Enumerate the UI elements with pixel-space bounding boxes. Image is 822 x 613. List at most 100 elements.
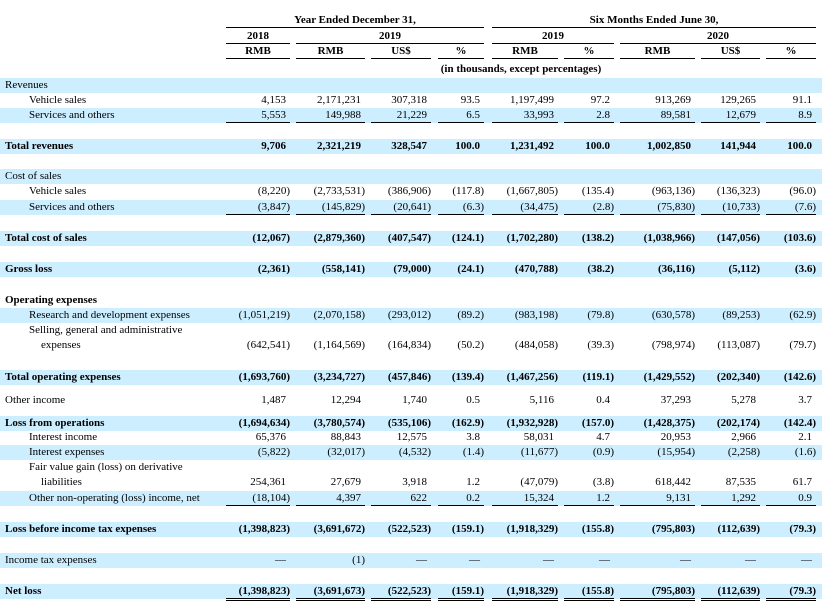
cell-value: 622 [371, 492, 431, 506]
cell-value: (145,829) [296, 201, 365, 215]
row-band [0, 78, 822, 93]
cell-value: (96.0) [789, 185, 816, 197]
cell-value: 1.2 [564, 492, 614, 506]
row-band [0, 308, 822, 323]
cell-value: (2,258) [727, 446, 760, 458]
cell-value: 4,153 [261, 94, 286, 106]
cell-value: (2.8) [564, 201, 614, 215]
group-header: Six Months Ended June 30, [492, 14, 816, 28]
row-label: Selling, general and administrative [29, 324, 183, 336]
cell-value: (79.7) [789, 339, 816, 351]
cell-value: (47,079) [520, 476, 558, 488]
cell-value: (12,067) [252, 232, 290, 244]
row-label: Interest expenses [29, 446, 105, 458]
cell-value: 1.2 [466, 476, 480, 488]
cell-value: 141,944 [720, 140, 756, 152]
cell-value: (3,847) [226, 201, 290, 215]
year-header: 2018 [226, 30, 290, 44]
cell-value: — [599, 554, 610, 566]
row-label: Total revenues [5, 140, 74, 152]
cell-value: 100.0 [585, 140, 610, 152]
cell-value: (3,780,574) [313, 417, 365, 429]
cell-value: (5,112) [728, 263, 760, 275]
cell-value: (103.6) [783, 232, 816, 244]
cell-value: (24.1) [457, 263, 484, 275]
cell-value: (798,974) [651, 339, 695, 351]
cell-value: 328,547 [391, 140, 427, 152]
cell-value: (1,398,823) [238, 523, 290, 535]
year-header: 2019 [492, 30, 614, 44]
row-label: Research and development expenses [29, 309, 190, 321]
row-band [0, 522, 822, 537]
cell-value: 1,231,492 [510, 140, 554, 152]
cell-value: (1,051,219) [238, 309, 290, 321]
cell-value: (162.9) [451, 417, 484, 429]
row-band [0, 139, 822, 154]
cell-value: (89.2) [457, 309, 484, 321]
cell-value: (535,106) [387, 417, 431, 429]
cell-value: (1,693,760) [238, 371, 290, 383]
cell-value: (3,691,672) [313, 523, 365, 535]
unit-header: RMB [492, 45, 558, 59]
cell-value: (2,879,360) [313, 232, 365, 244]
cell-value: (15,954) [657, 446, 695, 458]
cell-value: (112,639) [717, 523, 760, 535]
cell-value: (79,000) [393, 263, 431, 275]
cell-value: (147,056) [716, 232, 760, 244]
row-band [0, 262, 822, 277]
cell-value: 0.2 [438, 492, 484, 506]
cell-value: 91.1 [792, 94, 812, 106]
row-label: Gross loss [5, 263, 53, 275]
row-label: Other non-operating (loss) income, net [29, 492, 200, 504]
row-label: Revenues [5, 79, 48, 91]
cell-value: (117.8) [452, 185, 484, 197]
row-label: Operating expenses [5, 294, 97, 306]
cell-value: (3,234,727) [313, 371, 365, 383]
cell-value: (159.1) [451, 523, 484, 535]
cell-value: (1,918,329) [506, 523, 558, 535]
cell-value: (1,918,329) [492, 585, 558, 601]
cell-value: (1,164,569) [313, 339, 365, 351]
cell-value: (202,174) [716, 417, 760, 429]
cell-value: 20,953 [660, 431, 691, 443]
cell-value: (139.4) [451, 371, 484, 383]
cell-value: (457,846) [387, 371, 431, 383]
cell-value: — [275, 554, 286, 566]
cell-value: (1,667,805) [506, 185, 558, 197]
cell-value: (1.4) [462, 446, 484, 458]
row-band [0, 416, 822, 431]
cell-value: (18,104) [226, 492, 290, 506]
cell-value: 1,197,499 [510, 94, 554, 106]
row-label: Vehicle sales [29, 185, 87, 197]
cell-value: 5,553 [226, 109, 290, 123]
row-label: Interest income [29, 431, 98, 443]
cell-value: (136,323) [716, 185, 760, 197]
row-label: Loss from operations [5, 417, 105, 429]
cell-value: (1,932,928) [506, 417, 558, 429]
row-label: Loss before income tax expenses [5, 523, 157, 535]
cell-value: (79.3) [789, 523, 816, 535]
cell-value: 97.2 [590, 94, 610, 106]
row-band [0, 491, 822, 506]
cell-value: (2,070,158) [313, 309, 365, 321]
cell-value: (79.8) [587, 309, 614, 321]
cell-value: (484,058) [514, 339, 558, 351]
cell-value: (36,116) [658, 263, 695, 275]
cell-value: 65,376 [255, 431, 286, 443]
cell-value: (32,017) [327, 446, 365, 458]
cell-value: (4,532) [398, 446, 431, 458]
cell-value: 33,993 [492, 109, 558, 123]
cell-value: 2.8 [564, 109, 614, 123]
cell-value: (10,733) [701, 201, 760, 215]
cell-value: (3.6) [794, 263, 816, 275]
cell-value: (142.6) [783, 371, 816, 383]
group-header: Year Ended December 31, [226, 14, 484, 28]
cell-value: (142.4) [783, 417, 816, 429]
unit-header: RMB [296, 45, 365, 59]
cell-value: 618,442 [655, 476, 691, 488]
unit-header: RMB [620, 45, 695, 59]
note: (in thousands, except percentages) [440, 63, 602, 75]
cell-value: — [543, 554, 554, 566]
cell-value: 0.4 [596, 394, 610, 406]
cell-value: (11,677) [520, 446, 558, 458]
